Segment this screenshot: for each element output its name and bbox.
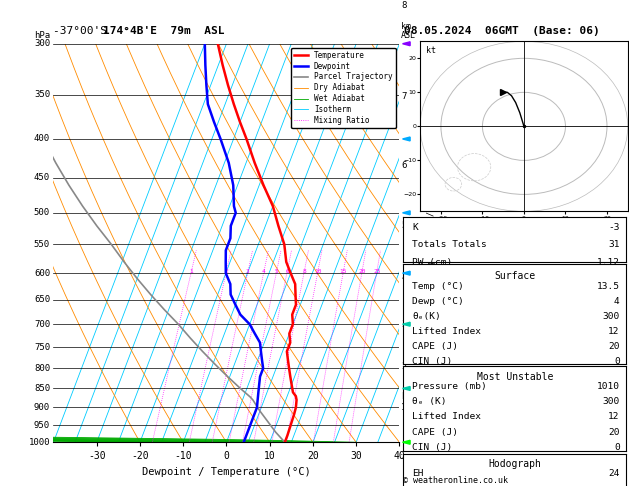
Text: 3: 3: [246, 269, 250, 274]
Text: LCL: LCL: [401, 392, 416, 401]
Text: Temp (°C): Temp (°C): [412, 282, 464, 291]
Text: 450: 450: [34, 174, 50, 182]
Text: 7: 7: [401, 92, 406, 101]
Text: 850: 850: [34, 384, 50, 393]
Text: Totals Totals: Totals Totals: [412, 241, 487, 249]
Text: -3: -3: [608, 223, 620, 232]
Text: Surface: Surface: [494, 271, 535, 281]
Text: 5: 5: [401, 221, 406, 230]
Text: 24: 24: [608, 469, 620, 478]
Text: K: K: [412, 223, 418, 232]
Text: 3: 3: [401, 320, 406, 329]
Text: 550: 550: [34, 240, 50, 249]
Text: 13.5: 13.5: [597, 282, 620, 291]
Text: 174°4B'E  79m  ASL: 174°4B'E 79m ASL: [103, 26, 224, 36]
Text: Pressure (mb): Pressure (mb): [412, 382, 487, 391]
Text: Dewp (°C): Dewp (°C): [412, 297, 464, 306]
Text: 700: 700: [34, 320, 50, 329]
Text: 31: 31: [608, 241, 620, 249]
Text: kt: kt: [426, 47, 437, 55]
Text: CAPE (J): CAPE (J): [412, 428, 458, 437]
Text: 10: 10: [314, 269, 321, 274]
Text: 4: 4: [262, 269, 266, 274]
Text: 8: 8: [303, 269, 306, 274]
Text: 1: 1: [401, 402, 406, 412]
Text: 2: 2: [401, 362, 406, 371]
Text: CAPE (J): CAPE (J): [412, 342, 458, 351]
Text: PW (cm): PW (cm): [412, 259, 452, 267]
Text: EH: EH: [412, 469, 423, 478]
Text: © weatheronline.co.uk: © weatheronline.co.uk: [403, 476, 508, 485]
Text: 1010: 1010: [597, 382, 620, 391]
Text: 1.12: 1.12: [597, 259, 620, 267]
Text: 5: 5: [275, 269, 279, 274]
Text: Most Unstable: Most Unstable: [477, 372, 553, 382]
Text: hPa: hPa: [34, 31, 50, 40]
Text: 4: 4: [401, 273, 406, 282]
Text: 20: 20: [359, 269, 366, 274]
Text: θₑ(K): θₑ(K): [412, 312, 441, 321]
Text: 15: 15: [340, 269, 347, 274]
Text: 500: 500: [34, 208, 50, 217]
Text: Lifted Index: Lifted Index: [412, 412, 481, 421]
Legend: Temperature, Dewpoint, Parcel Trajectory, Dry Adiabat, Wet Adiabat, Isotherm, Mi: Temperature, Dewpoint, Parcel Trajectory…: [291, 48, 396, 128]
Text: 8: 8: [401, 0, 406, 10]
Text: 12: 12: [608, 412, 620, 421]
Text: 950: 950: [34, 421, 50, 430]
Text: 400: 400: [34, 135, 50, 143]
Text: 25: 25: [373, 269, 381, 274]
X-axis label: Dewpoint / Temperature (°C): Dewpoint / Temperature (°C): [142, 467, 311, 477]
Text: 0: 0: [614, 443, 620, 452]
Text: θₑ (K): θₑ (K): [412, 397, 447, 406]
Text: km
ASL: km ASL: [401, 22, 416, 40]
Text: 1000: 1000: [28, 438, 50, 447]
Text: 12: 12: [608, 327, 620, 336]
Text: CIN (J): CIN (J): [412, 443, 452, 452]
Text: Hodograph: Hodograph: [488, 459, 542, 469]
Text: 600: 600: [34, 269, 50, 278]
Text: Mixing Ratio (g/kg): Mixing Ratio (g/kg): [427, 195, 436, 291]
Text: 20: 20: [608, 428, 620, 437]
Text: 350: 350: [34, 90, 50, 99]
Text: CIN (J): CIN (J): [412, 357, 452, 366]
Text: 800: 800: [34, 364, 50, 373]
Text: 750: 750: [34, 343, 50, 351]
Text: 2: 2: [225, 269, 228, 274]
Text: 20: 20: [608, 342, 620, 351]
Text: 300: 300: [34, 39, 50, 48]
Text: 6: 6: [401, 161, 406, 171]
Text: 4: 4: [614, 297, 620, 306]
Text: 08.05.2024  06GMT  (Base: 06): 08.05.2024 06GMT (Base: 06): [404, 26, 600, 36]
Text: 1: 1: [189, 269, 193, 274]
Text: -37°00'S: -37°00'S: [53, 26, 121, 36]
Text: 6: 6: [286, 269, 289, 274]
Text: 300: 300: [603, 312, 620, 321]
Text: 900: 900: [34, 403, 50, 412]
Text: 650: 650: [34, 295, 50, 304]
Text: 0: 0: [614, 357, 620, 366]
Text: 300: 300: [603, 397, 620, 406]
Text: Lifted Index: Lifted Index: [412, 327, 481, 336]
